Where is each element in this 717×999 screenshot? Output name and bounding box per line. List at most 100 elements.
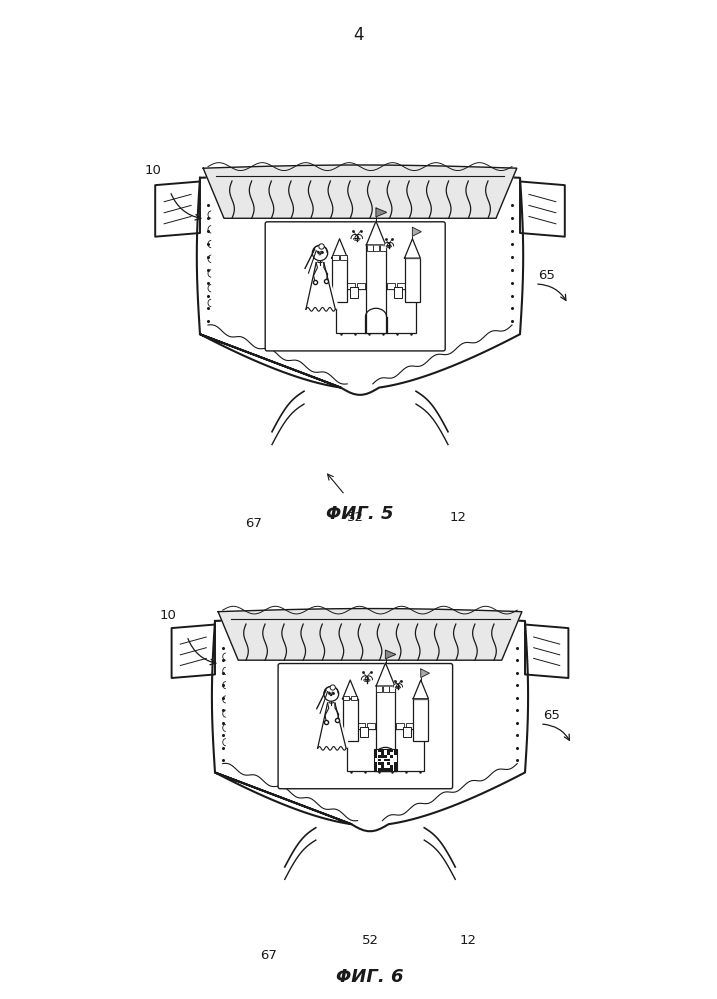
Text: 12: 12 xyxy=(450,511,467,524)
Polygon shape xyxy=(387,243,394,246)
Bar xyxy=(389,685,395,692)
Polygon shape xyxy=(332,239,348,258)
Bar xyxy=(367,283,375,289)
Circle shape xyxy=(324,686,338,701)
Text: 67: 67 xyxy=(260,949,277,962)
Polygon shape xyxy=(343,680,358,698)
Text: 65: 65 xyxy=(538,269,555,282)
Polygon shape xyxy=(376,663,395,686)
FancyBboxPatch shape xyxy=(278,663,452,789)
Circle shape xyxy=(319,244,324,249)
Polygon shape xyxy=(171,624,215,678)
Polygon shape xyxy=(386,650,396,658)
Polygon shape xyxy=(196,173,523,395)
Bar xyxy=(381,762,384,764)
Polygon shape xyxy=(525,624,569,678)
Bar xyxy=(407,283,414,289)
Bar xyxy=(374,748,397,771)
Text: 12: 12 xyxy=(460,934,477,947)
Bar xyxy=(387,758,390,761)
Bar xyxy=(376,686,395,771)
Bar xyxy=(387,752,390,755)
Polygon shape xyxy=(386,246,390,248)
Bar xyxy=(384,768,387,771)
Bar xyxy=(376,685,382,692)
Bar xyxy=(394,762,397,764)
Bar xyxy=(358,722,366,728)
Bar xyxy=(374,768,377,771)
Polygon shape xyxy=(384,243,390,246)
Bar xyxy=(373,244,379,251)
Bar xyxy=(378,758,381,761)
Polygon shape xyxy=(397,683,402,687)
Bar xyxy=(391,765,394,768)
Polygon shape xyxy=(315,703,348,751)
Polygon shape xyxy=(404,239,420,258)
Bar xyxy=(378,762,381,764)
Text: ΦИГ. 5: ΦИГ. 5 xyxy=(326,505,394,523)
Polygon shape xyxy=(421,669,429,677)
Bar xyxy=(391,755,394,758)
Text: 10: 10 xyxy=(160,609,177,622)
Bar xyxy=(394,765,397,768)
Bar xyxy=(381,749,384,752)
Polygon shape xyxy=(155,182,200,237)
Bar xyxy=(384,755,387,758)
Bar xyxy=(341,256,347,260)
Bar xyxy=(386,722,394,728)
Bar xyxy=(374,755,377,758)
Bar xyxy=(332,258,348,302)
Bar xyxy=(381,768,384,771)
Polygon shape xyxy=(353,239,358,241)
Bar xyxy=(378,749,381,752)
Bar xyxy=(347,283,355,289)
Circle shape xyxy=(330,685,336,690)
Bar xyxy=(402,727,411,737)
Polygon shape xyxy=(412,228,421,236)
Bar xyxy=(387,749,390,752)
Bar xyxy=(384,758,387,761)
Polygon shape xyxy=(388,246,391,248)
Text: 67: 67 xyxy=(245,517,262,530)
Polygon shape xyxy=(364,679,369,681)
Bar xyxy=(377,722,384,728)
Bar xyxy=(397,283,404,289)
FancyBboxPatch shape xyxy=(265,222,445,351)
Polygon shape xyxy=(361,676,369,679)
Bar xyxy=(394,287,402,298)
Polygon shape xyxy=(365,676,372,679)
Bar xyxy=(391,749,394,752)
Bar xyxy=(350,287,358,298)
Polygon shape xyxy=(212,616,528,831)
Bar xyxy=(343,696,349,700)
Polygon shape xyxy=(355,235,363,239)
Bar xyxy=(415,722,423,728)
Bar xyxy=(366,245,386,333)
Polygon shape xyxy=(351,235,358,239)
Bar xyxy=(366,244,373,251)
Bar xyxy=(333,256,338,260)
Bar xyxy=(351,696,357,700)
Polygon shape xyxy=(397,687,401,688)
Bar xyxy=(360,727,369,737)
Bar xyxy=(381,752,384,755)
Bar xyxy=(338,283,346,289)
Polygon shape xyxy=(366,679,370,681)
Circle shape xyxy=(313,246,328,261)
Text: 52: 52 xyxy=(361,934,379,947)
Polygon shape xyxy=(356,239,360,241)
Bar xyxy=(379,244,386,251)
Bar xyxy=(374,749,377,752)
Bar xyxy=(347,728,424,771)
Polygon shape xyxy=(395,687,399,688)
Bar xyxy=(374,765,377,768)
Polygon shape xyxy=(393,683,399,687)
Bar xyxy=(404,258,420,302)
Bar xyxy=(396,722,404,728)
Bar xyxy=(394,768,397,771)
Bar xyxy=(378,755,381,758)
Bar xyxy=(381,755,384,758)
Bar xyxy=(374,762,377,764)
Polygon shape xyxy=(303,263,338,313)
Bar xyxy=(387,762,390,764)
